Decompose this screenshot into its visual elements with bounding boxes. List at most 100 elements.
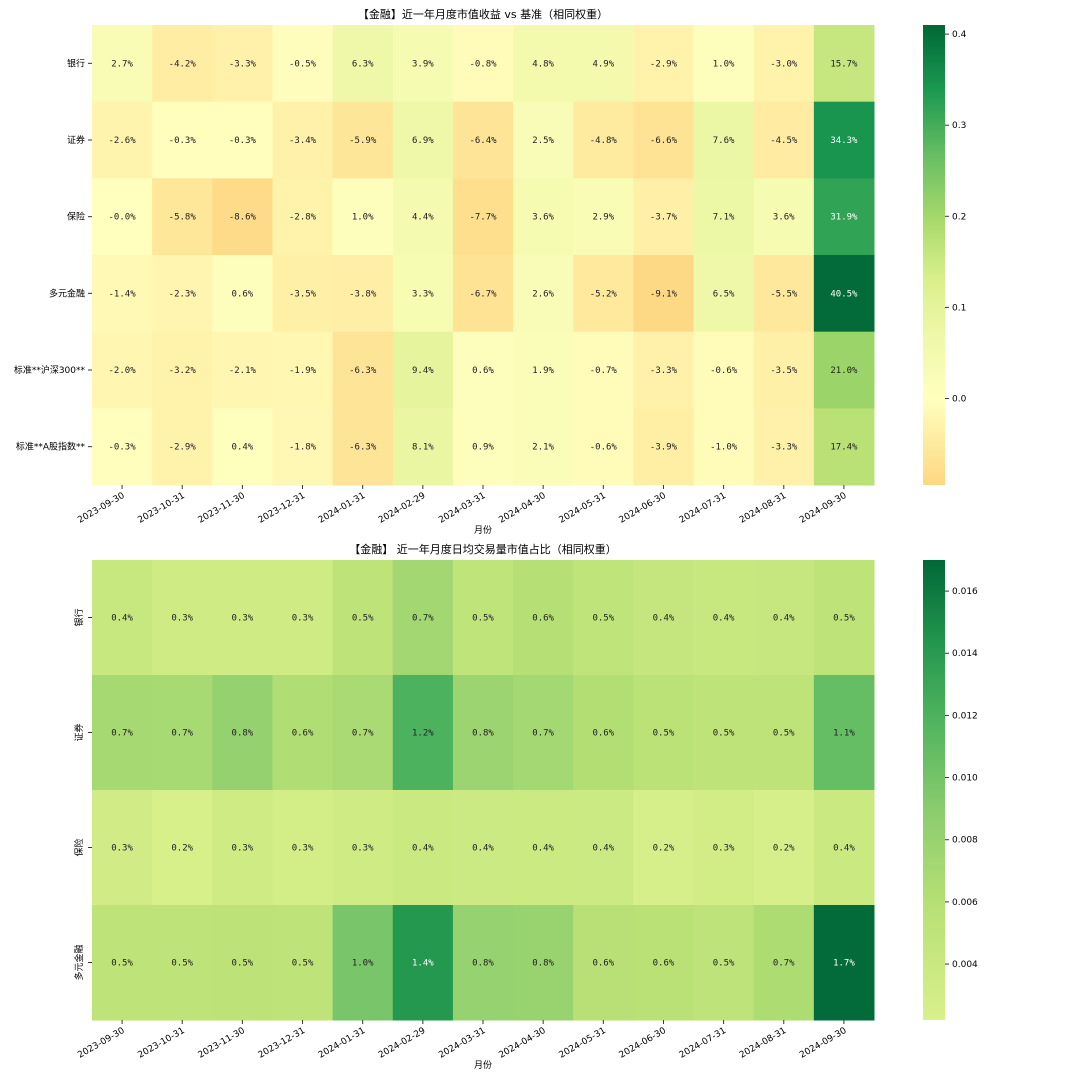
heatmap-cell (92, 101, 153, 179)
heatmap-cell (272, 101, 334, 179)
heatmap-cell-label: 7.1% (713, 213, 735, 223)
y-tick-label: 保险 (67, 211, 85, 223)
heatmap-cell-label: -6.6% (650, 136, 678, 146)
heatmap-cell (813, 560, 875, 676)
heatmap-cell-label: 4.9% (592, 59, 614, 69)
heatmap-cell-label: -0.6% (710, 366, 738, 376)
heatmap-cell-label: 2.6% (532, 289, 554, 299)
heatmap-cell-label: -0.8% (469, 59, 497, 69)
heatmap-cell-label: 0.2% (171, 844, 193, 854)
heatmap-cell-label: -3.9% (650, 443, 678, 453)
heatmap-cell-label: 2.5% (532, 136, 554, 146)
heatmap-volume: 【金融】 近一年月度日均交易量市值占比（相同权重） 0.4% 0.3% 0.3% 0.… (73, 542, 978, 1071)
heatmap-cell-label: 0.4% (592, 844, 614, 854)
heatmap-cell-label: 17.4% (830, 443, 858, 453)
heatmap-cell (573, 675, 634, 791)
heatmap-cell (573, 25, 634, 103)
heatmap-cell (813, 331, 875, 409)
heatmap-cell (452, 790, 514, 906)
y-tick-label: 多元金融 (49, 287, 85, 299)
x-tick-label: 2024-02-29 (377, 491, 428, 526)
x-tick-label: 2023-09-30 (76, 491, 127, 526)
heatmap-cell (813, 178, 875, 256)
heatmap-cell-label: -8.6% (229, 213, 257, 223)
heatmap-cell-label: 0.3% (171, 614, 193, 624)
heatmap-cell-label: 0.5% (472, 614, 494, 624)
heatmap-cell-label: -0.3% (229, 136, 257, 146)
heatmap-cell (332, 675, 394, 791)
heatmap-returns-colorbar (923, 25, 945, 485)
heatmap-cell-label: -2.1% (229, 366, 257, 376)
heatmap-cell (332, 560, 394, 676)
heatmap-cell (392, 25, 454, 103)
heatmap-cell (633, 675, 695, 791)
heatmap-cell-label: -3.4% (289, 136, 317, 146)
heatmap-cell (452, 25, 514, 103)
heatmap-cell-label: 0.4% (653, 614, 675, 624)
heatmap-cell (693, 905, 755, 1021)
heatmap-cell-label: 0.5% (713, 959, 735, 969)
heatmap-cell-label: -0.3% (109, 443, 137, 453)
heatmap-cell (92, 675, 153, 791)
heatmap-cell (212, 255, 273, 333)
heatmap-cell-label: -0.3% (169, 136, 197, 146)
x-tick-label: 2024-08-31 (738, 491, 788, 526)
heatmap-cell (753, 905, 815, 1021)
heatmap-cell-label: -2.9% (650, 59, 678, 69)
heatmap-cell-label: -0.0% (109, 213, 137, 223)
colorbar-tick-label: 0.1 (952, 303, 966, 313)
heatmap-cell-label: 3.6% (773, 213, 795, 223)
heatmap-cell-label: 15.7% (830, 59, 858, 69)
heatmap-cell (152, 905, 213, 1021)
colorbar-tick-label: 0.014 (952, 649, 978, 659)
heatmap-cell-label: 0.6% (532, 614, 554, 624)
heatmap-cell (513, 408, 574, 486)
x-tick-label: 2024-05-31 (558, 491, 608, 526)
heatmap-cell-label: -3.2% (169, 366, 197, 376)
heatmap-cell (513, 178, 574, 256)
heatmap-cell-label: 0.5% (171, 959, 193, 969)
heatmap-cell-label: 2.1% (532, 443, 554, 453)
heatmap-cell-label: 0.7% (773, 959, 795, 969)
x-tick-label: 2024-02-29 (377, 1026, 428, 1061)
heatmap-volume-cells: 0.4% 0.3% 0.3% 0.3% 0.5% 0.7% 0.5% 0.6% 0.5% 0.4%… (92, 560, 875, 1021)
heatmap-cell (633, 790, 695, 906)
heatmap-cell (753, 178, 815, 256)
x-tick-label: 2024-06-30 (618, 1026, 669, 1061)
heatmap-cell (813, 905, 875, 1021)
heatmap-cell (633, 101, 695, 179)
heatmap-cell (392, 331, 454, 409)
x-tick-label: 2023-10-31 (136, 1026, 186, 1061)
heatmap-cell (332, 905, 394, 1021)
y-tick-label: 标准**A股指数** (16, 441, 86, 453)
heatmap-cell (332, 178, 394, 256)
heatmap-cell (272, 905, 334, 1021)
colorbar-tick-label: 0.004 (952, 960, 978, 970)
heatmap-cell (513, 560, 574, 676)
heatmap-cell-label: -1.4% (109, 289, 137, 299)
y-tick-label: 证券 (73, 723, 85, 741)
heatmap-volume-colorbar-ticks: 0.004 0.006 0.008 0.010 0.012 0.014 0.016 (945, 587, 978, 970)
heatmap-cell-label: 0.3% (232, 614, 254, 624)
heatmap-cell-label: 0.4% (232, 443, 254, 453)
x-tick-label: 2023-11-30 (197, 491, 248, 526)
heatmap-cell (212, 905, 273, 1021)
heatmap-cell (753, 25, 815, 103)
colorbar-tick-label: 0.4 (952, 30, 967, 40)
heatmap-cell (573, 560, 634, 676)
colorbar-tick-label: 0.2 (952, 212, 966, 222)
heatmap-cell-label: 3.6% (532, 213, 554, 223)
heatmap-cell-label: 2.7% (111, 59, 133, 69)
heatmap-cell (452, 331, 514, 409)
heatmap-cell (693, 178, 755, 256)
colorbar-tick-label: 0.010 (952, 774, 978, 784)
heatmap-cell-label: -2.6% (109, 136, 137, 146)
heatmap-cell-label: 0.4% (532, 844, 554, 854)
heatmap-cell (392, 178, 454, 256)
colorbar-tick-label: 0.008 (952, 836, 978, 846)
heatmap-cell (92, 560, 153, 676)
heatmap-cell (272, 255, 334, 333)
heatmap-cell (392, 101, 454, 179)
heatmap-cell-label: 0.8% (232, 729, 254, 739)
heatmap-cell-label: 0.5% (592, 614, 614, 624)
